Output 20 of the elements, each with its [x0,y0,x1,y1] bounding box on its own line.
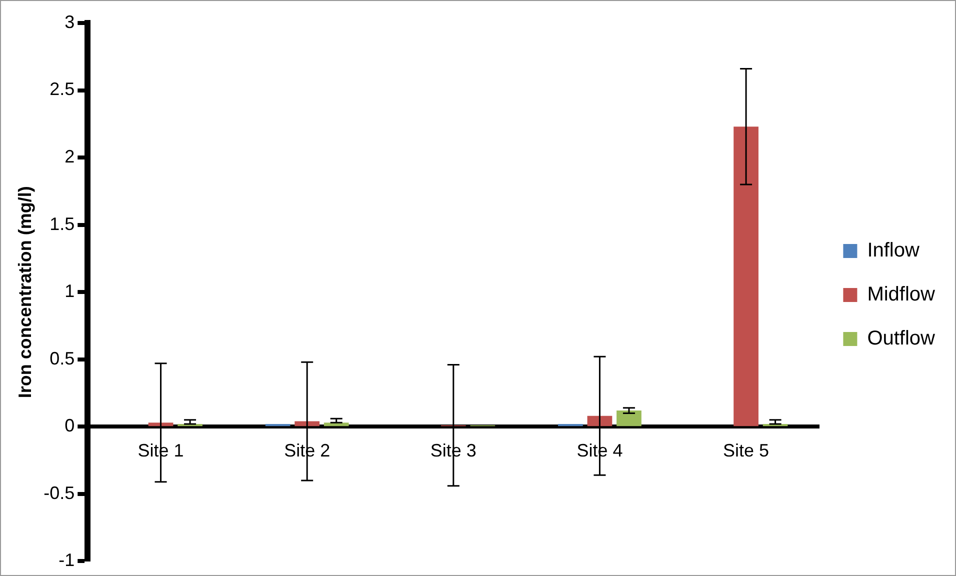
y-tick-label: 3 [64,12,75,32]
y-tick-label: 1 [64,281,75,302]
y-tick-label: 0.5 [50,348,75,368]
y-axis-title: Iron concentration (mg/l) [14,186,35,398]
y-tick-label: -1 [58,550,75,570]
x-tick-label: Site 5 [723,440,770,460]
legend-label: Outflow [867,328,936,350]
bar [265,424,290,426]
legend-label: Inflow [867,240,920,262]
y-tick-label: 0 [64,416,75,436]
y-tick-label: 2 [64,146,75,167]
bar [616,410,642,426]
bar [587,416,612,426]
y-tick-label: 2.5 [50,79,75,100]
bar [734,126,758,426]
bar [558,424,583,426]
y-tick-label: 1.5 [50,214,75,234]
bar [148,422,174,426]
legend-label: Midflow [867,284,936,306]
y-tick-label: -0.5 [44,482,75,503]
